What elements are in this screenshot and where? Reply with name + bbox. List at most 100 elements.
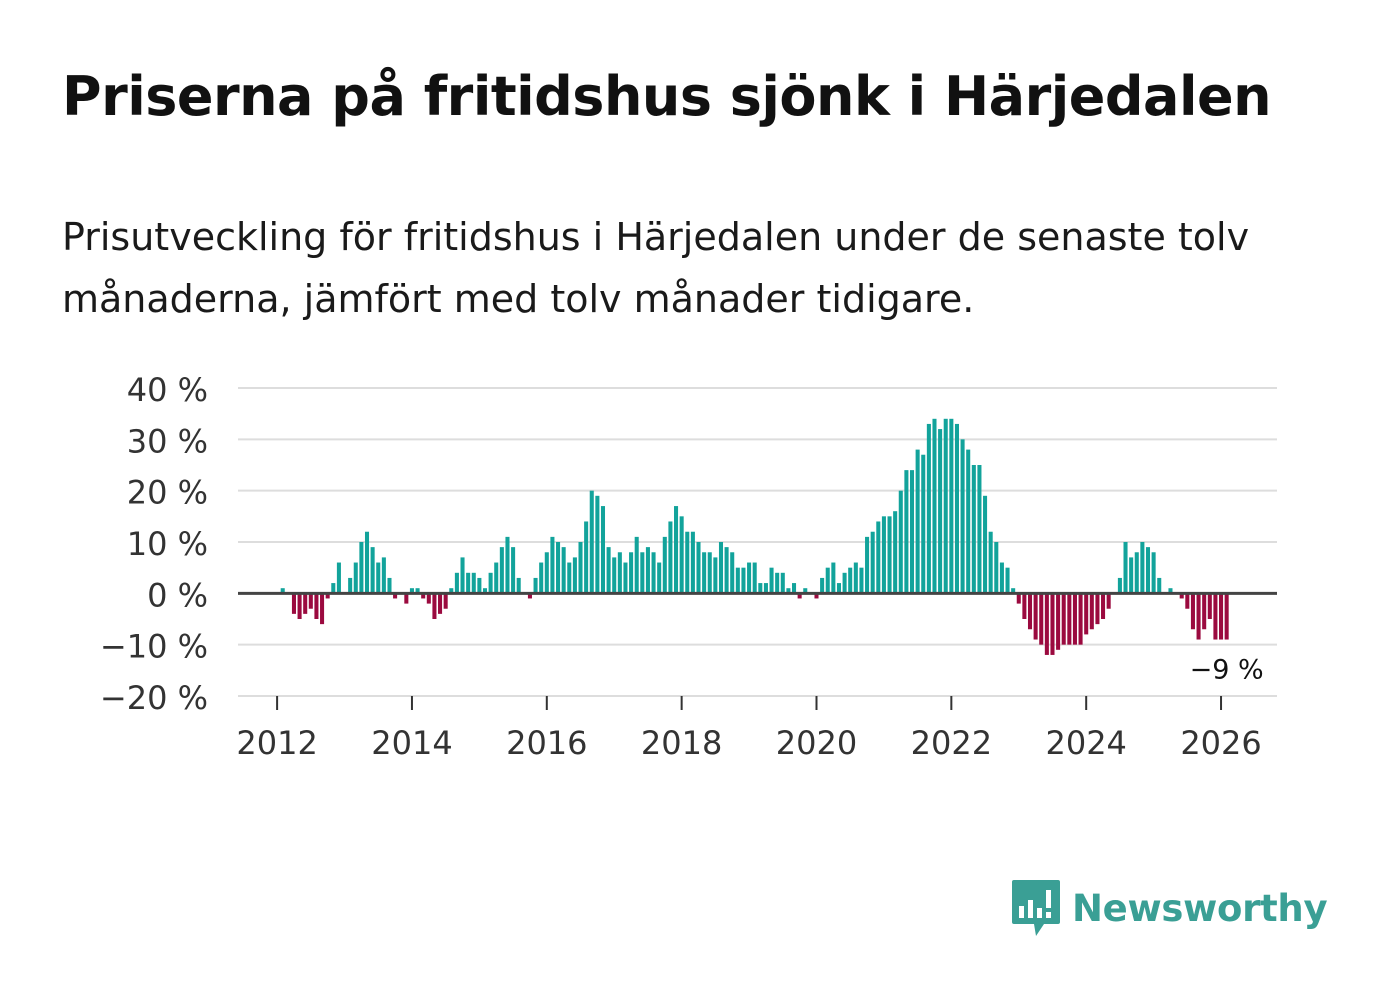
bar (797, 593, 802, 599)
bar (954, 423, 959, 594)
x-tick-label: 2026 (1180, 724, 1261, 762)
bar (1022, 593, 1027, 619)
bar (629, 552, 634, 594)
bar (831, 562, 836, 594)
bar (353, 562, 358, 594)
bar (752, 562, 757, 594)
bar (674, 506, 679, 594)
bar (1044, 593, 1049, 655)
bar (421, 593, 426, 599)
bar (348, 577, 353, 594)
bar (1084, 593, 1089, 635)
bar (634, 536, 639, 594)
bar (1078, 593, 1083, 645)
bar (949, 418, 954, 594)
bar (803, 588, 808, 594)
bar (280, 588, 285, 594)
bar (1011, 588, 1016, 594)
bar (544, 552, 549, 594)
bar-chart-speech-bubble-icon (1012, 880, 1060, 936)
bar (1207, 593, 1212, 619)
bar (938, 429, 943, 594)
bar (516, 577, 521, 594)
y-tick-label: 0 % (147, 576, 208, 614)
bar (1067, 593, 1072, 645)
last-value-label: −9 % (1190, 655, 1264, 686)
bar (1101, 593, 1106, 619)
bar (527, 593, 532, 599)
bar (1129, 557, 1134, 594)
bar (730, 552, 735, 594)
bar (623, 562, 628, 594)
bar (1117, 577, 1122, 594)
bar (426, 593, 431, 604)
bar (909, 470, 915, 594)
bar (859, 567, 864, 594)
bar (999, 562, 1004, 594)
bar (865, 536, 870, 594)
chart-subtitle: Prisutveckling för fritidshus i Härjedal… (62, 215, 1250, 321)
bar (303, 593, 308, 614)
bar (893, 511, 898, 594)
x-tick-label: 2024 (1045, 724, 1126, 762)
bar (758, 583, 763, 594)
y-tick-label: 10 % (127, 525, 208, 563)
bar (1123, 542, 1128, 594)
bar (1016, 593, 1021, 604)
bar (904, 470, 909, 594)
bar (477, 577, 482, 594)
bar (1072, 593, 1077, 645)
bar (415, 588, 420, 594)
bar (511, 547, 516, 594)
bar (780, 572, 785, 594)
bar (471, 572, 476, 594)
bar (600, 506, 606, 594)
bar (320, 593, 325, 625)
bar (505, 536, 510, 594)
bar (1202, 593, 1207, 630)
bar (449, 588, 454, 594)
y-tick-label: 40 % (127, 371, 208, 409)
bar (960, 439, 965, 594)
bar (921, 454, 926, 594)
bar (1095, 593, 1100, 625)
bar (971, 465, 976, 594)
bar (567, 562, 572, 594)
bar (466, 572, 471, 594)
bar (404, 593, 409, 604)
bar (376, 562, 381, 594)
bar (1056, 593, 1061, 650)
bar (308, 593, 313, 609)
y-tick-label: 30 % (127, 422, 208, 460)
bar (381, 557, 386, 594)
bar (870, 531, 875, 594)
bar (572, 557, 577, 594)
bar (820, 577, 825, 594)
bar (718, 542, 724, 594)
bar (881, 516, 886, 594)
bar (1219, 593, 1224, 640)
bar (1106, 593, 1111, 609)
bar (336, 562, 341, 594)
bar (842, 572, 847, 594)
bar (612, 557, 617, 594)
bar (370, 547, 375, 594)
y-tick-label: −20 % (100, 679, 208, 717)
bar (488, 572, 493, 594)
bar (499, 547, 504, 594)
bar (539, 562, 544, 594)
bar (1005, 567, 1010, 594)
bar (713, 557, 718, 594)
bar (550, 536, 555, 594)
bar (741, 567, 746, 594)
bar (584, 521, 589, 594)
bar (747, 562, 752, 594)
x-tick-label: 2012 (236, 724, 317, 762)
bar (915, 449, 920, 594)
bar (876, 521, 881, 594)
bar (1050, 593, 1055, 655)
bar (887, 516, 892, 594)
bar (314, 593, 319, 619)
bar (662, 536, 667, 594)
x-tick-label: 2020 (776, 724, 857, 762)
